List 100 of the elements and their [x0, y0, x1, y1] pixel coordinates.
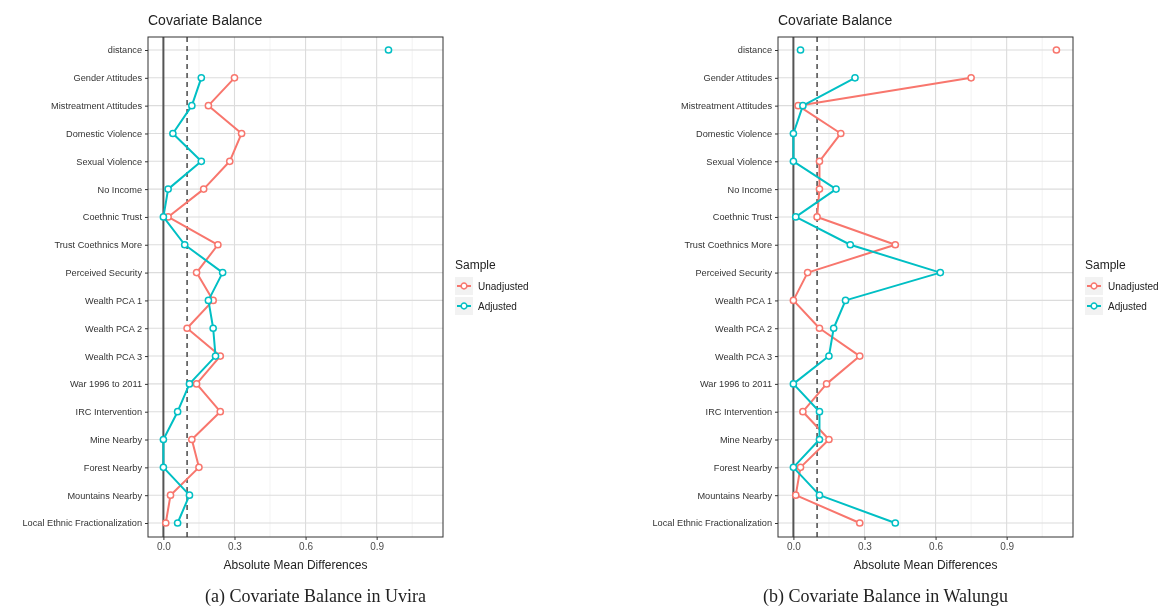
point	[815, 491, 824, 500]
point	[791, 213, 800, 221]
point	[936, 268, 945, 277]
x-axis-title: Absolute Mean Differences	[223, 558, 368, 572]
point	[825, 435, 833, 444]
y-tick-label: Domestic Violence	[696, 128, 772, 139]
point	[891, 240, 900, 249]
point	[159, 463, 168, 472]
y-tick-label: Wealth PCA 1	[714, 295, 772, 306]
x-tick-label: 0.9	[1000, 541, 1015, 553]
point	[216, 407, 225, 416]
point	[855, 519, 864, 527]
point	[192, 268, 201, 277]
text: (b) Covariate Balance in Walungu	[762, 586, 1009, 607]
y-tick-label: Wealth PCA 3	[84, 351, 142, 362]
y-tick-label: Sexual Violence	[706, 156, 772, 167]
point	[803, 268, 812, 277]
y-tick-label: Coethnic Trust	[712, 212, 773, 223]
y-tick-label: Domestic Violence	[66, 128, 142, 139]
point	[789, 129, 798, 138]
point	[815, 157, 824, 166]
point	[825, 352, 833, 360]
point	[197, 73, 206, 82]
y-tick-label: Wealth PCA 2	[84, 323, 142, 334]
point	[891, 519, 900, 527]
point	[159, 435, 168, 444]
y-tick-label: Wealth PCA 1	[84, 295, 142, 306]
point	[192, 380, 201, 388]
point	[829, 324, 838, 333]
point	[237, 129, 246, 138]
point	[846, 240, 855, 249]
point	[836, 129, 845, 138]
point	[209, 324, 217, 333]
y-tick-label: Mine Nearby	[719, 434, 773, 445]
point	[218, 268, 227, 277]
x-tick-label: 0.6	[929, 541, 944, 553]
chart-title: Covariate Balance	[148, 12, 263, 28]
point	[159, 213, 168, 221]
y-tick-label: Mine Nearby	[89, 434, 143, 445]
point	[173, 407, 182, 416]
point	[841, 296, 850, 305]
y-tick-label: Local Ethnic Fractionalization	[22, 518, 142, 529]
y-tick-label: War 1996 to 2011	[69, 379, 142, 390]
point	[169, 129, 177, 138]
y-tick-label: distance	[737, 45, 772, 56]
y-tick-label: Trust Coethnics More	[54, 240, 142, 251]
point	[799, 407, 807, 416]
x-tick-label: 0.0	[156, 541, 172, 553]
y-tick-label: IRC Intervention	[75, 407, 142, 418]
legend-label: Adjusted	[478, 301, 517, 312]
point	[789, 157, 798, 166]
point	[815, 407, 824, 416]
point	[214, 240, 222, 249]
y-tick-label: Coethnic Trust	[82, 212, 143, 223]
y-tick-label: Gender Attitudes	[703, 73, 773, 84]
point	[384, 46, 393, 54]
y-tick-label: Forest Nearby	[713, 462, 773, 473]
y-tick-label: Mountains Nearby	[67, 490, 143, 501]
point	[185, 380, 194, 388]
y-tick-label: Trust Coethnics More	[684, 240, 772, 251]
point	[799, 101, 807, 110]
point	[199, 185, 208, 193]
point	[166, 491, 175, 500]
point	[851, 73, 859, 82]
point	[183, 324, 191, 333]
point	[173, 519, 182, 527]
y-tick-label: IRC Intervention	[705, 407, 772, 418]
legend-label: Unadjusted	[1108, 281, 1159, 292]
point	[211, 352, 220, 360]
y-tick-label: Wealth PCA 2	[714, 323, 772, 334]
x-tick-label: 0.9	[370, 541, 385, 553]
point	[789, 296, 798, 305]
y-tick-label: Wealth PCA 3	[714, 351, 772, 362]
legend-title: Sample	[1085, 258, 1127, 272]
y-tick-label: Gender Attitudes	[73, 73, 143, 84]
legend-label: Adjusted	[1108, 301, 1147, 312]
point	[791, 491, 800, 500]
text: (a) Covariate Balance in Uvira	[205, 586, 426, 607]
point	[822, 380, 831, 388]
point	[789, 463, 798, 472]
y-tick-label: Mountains Nearby	[697, 490, 773, 501]
point	[789, 380, 798, 388]
point	[197, 157, 206, 166]
point	[188, 101, 196, 110]
point	[204, 101, 213, 110]
y-tick-label: Perceived Security	[65, 268, 143, 279]
x-tick-label: 0.0	[786, 541, 802, 553]
y-tick-label: Forest Nearby	[83, 462, 143, 473]
point	[204, 296, 213, 305]
chart-title: Covariate Balance	[778, 12, 893, 28]
point	[815, 435, 824, 444]
point	[188, 435, 196, 444]
y-tick-label: Mistreatment Attitudes	[51, 101, 143, 112]
point	[195, 463, 203, 472]
x-axis-title: Absolute Mean Differences	[853, 558, 998, 572]
y-tick-label: No Income	[727, 184, 772, 195]
x-tick-label: 0.3	[858, 541, 873, 553]
point	[164, 185, 172, 193]
y-tick-label: Perceived Security	[695, 268, 773, 279]
point	[230, 73, 239, 82]
